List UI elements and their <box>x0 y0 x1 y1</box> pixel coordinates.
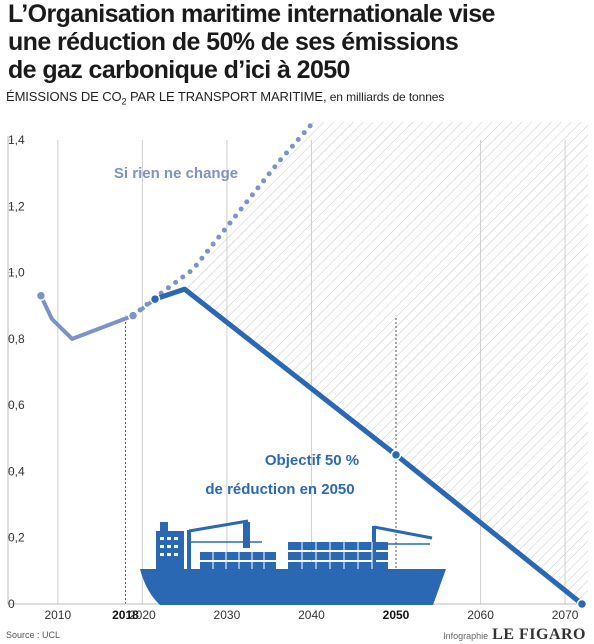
brand-logo: LE FIGARO <box>492 626 586 643</box>
data-point-0 <box>35 290 47 302</box>
x-tick-label: 2060 <box>467 608 494 622</box>
credit-label: Infographie <box>443 631 489 641</box>
y-tick-label: 0 <box>8 597 15 611</box>
y-tick-label: 0,6 <box>8 398 25 412</box>
x-tick-label: 2040 <box>298 608 325 622</box>
x-tick-label: 2070 <box>552 608 579 622</box>
title-line-2: une réduction de 50% de ses émissions <box>8 28 459 56</box>
chart-title: L’Organisation maritime internationale v… <box>8 0 588 84</box>
annotation-2: de réduction en 2050 <box>205 481 354 498</box>
subtitle-unit: en milliards de tonnes <box>326 90 445 104</box>
data-point-1 <box>127 310 139 321</box>
credit: Infographie LE FIGARO <box>443 626 586 644</box>
data-point-2 <box>149 293 161 305</box>
container-ship-icon <box>140 519 446 605</box>
y-tick-label: 0,4 <box>8 464 25 478</box>
y-tick-label: 1,0 <box>8 266 25 280</box>
annotation-1: Objectif 50 % <box>265 452 359 469</box>
title-line-3: de gaz carbonique d’ici à 2050 <box>8 56 350 84</box>
x-tick-label: 2050 <box>383 608 410 622</box>
data-point-3 <box>390 449 402 461</box>
annotations: Si rien ne change Objectif 50 % de réducti… <box>114 165 359 498</box>
y-tick-label: 0,8 <box>8 332 25 346</box>
source-note: Source : UCL <box>6 630 61 640</box>
subtitle-main-after: PAR LE TRANSPORT MARITIME, <box>126 89 327 104</box>
grid-lines <box>57 140 566 604</box>
subtitle-subscript: 2 <box>121 96 127 107</box>
x-tick-label: 2020 <box>129 608 156 622</box>
annotation-0: Si rien ne change <box>114 165 238 182</box>
subtitle-main-before: ÉMISSIONS DE CO <box>6 89 122 104</box>
series-line-3 <box>152 286 585 607</box>
chart-subtitle: ÉMISSIONS DE CO2 PAR LE TRANSPORT MARITI… <box>6 89 444 107</box>
hatched-area <box>184 122 589 604</box>
series-line-0 <box>38 293 136 341</box>
y-tick-label: 0,2 <box>8 531 25 545</box>
x-tick-label: 2030 <box>214 608 241 622</box>
x-tick-label: 2018 <box>112 608 139 622</box>
y-axis-ticks: 0 0,2 0,4 0,6 0,8 1,0 1,2 1,4 <box>8 133 25 611</box>
title-line-1: L’Organisation maritime internationale v… <box>8 0 495 28</box>
x-tick-label: 2010 <box>44 608 71 622</box>
hatched-region <box>184 122 589 604</box>
y-tick-label: 1,2 <box>8 199 25 213</box>
y-tick-label: 1,4 <box>8 133 25 147</box>
markers <box>35 290 588 610</box>
data-point-4 <box>576 598 588 610</box>
